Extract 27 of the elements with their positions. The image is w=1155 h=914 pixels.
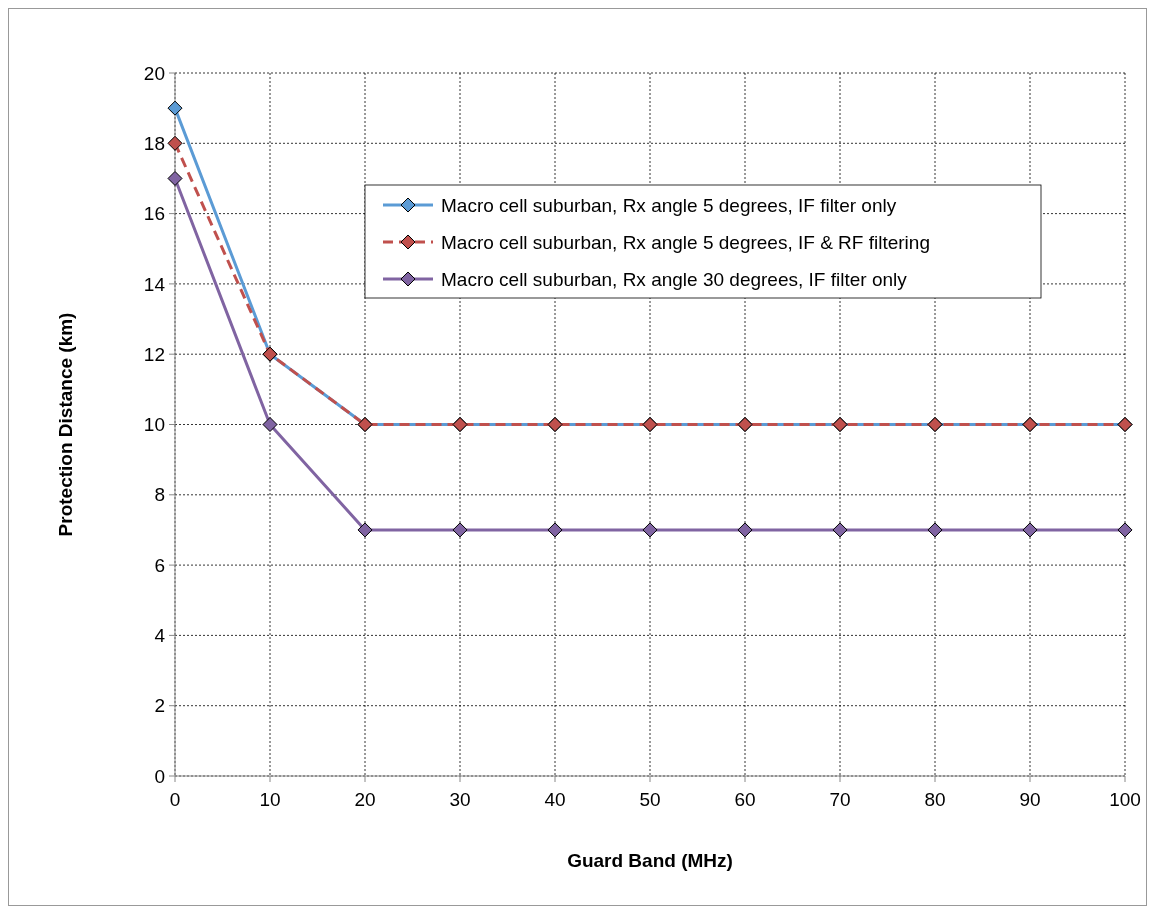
x-tick-label: 100	[1109, 789, 1141, 810]
y-tick-label: 0	[154, 765, 165, 787]
x-tick-label: 10	[259, 789, 281, 810]
x-tick-label: 20	[354, 789, 376, 810]
legend-label: Macro cell suburban, Rx angle 5 degrees, IF filter only	[441, 194, 897, 216]
x-tick-label: 60	[734, 789, 756, 810]
y-tick-label: 6	[154, 554, 165, 576]
x-tick-label: 0	[169, 789, 181, 810]
y-tick-label: 10	[143, 414, 165, 436]
y-tick-label: 2	[154, 695, 165, 717]
y-tick-label: 20	[143, 62, 165, 84]
y-tick-label: 8	[154, 484, 165, 506]
y-tick-label: 4	[154, 625, 166, 647]
legend-label: Macro cell suburban, Rx angle 30 degrees, IF filter only	[441, 268, 908, 290]
legend-label: Macro cell suburban, Rx angle 5 degrees, IF & RF filtering	[441, 231, 930, 253]
y-tick-label: 14	[143, 273, 166, 295]
x-tick-label: 80	[924, 789, 946, 810]
y-tick-label: 16	[143, 203, 165, 225]
y-axis-title: Protection Distance (km)	[55, 312, 76, 537]
y-tick-label: 18	[143, 132, 165, 154]
x-tick-label: 40	[544, 789, 566, 810]
x-tick-label: 50	[639, 789, 661, 810]
y-tick-label: 12	[143, 343, 165, 365]
x-tick-label: 90	[1019, 789, 1041, 810]
x-tick-label: 30	[449, 789, 471, 810]
x-axis-title: Guard Band (MHz)	[567, 850, 733, 871]
x-tick-label: 70	[829, 789, 851, 810]
